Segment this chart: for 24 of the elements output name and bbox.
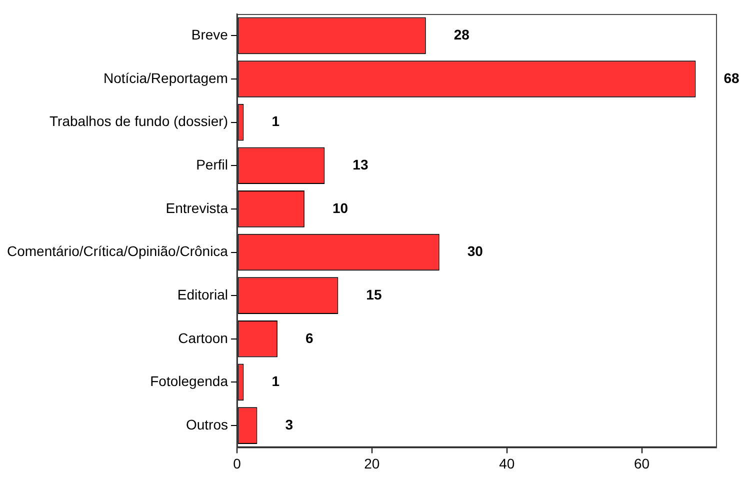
y-tick-label: Fotolegenda: [150, 373, 228, 390]
x-tick-label: 60: [634, 455, 650, 472]
x-tick-label: 0: [233, 455, 242, 472]
y-tick-label: Outros: [186, 416, 228, 432]
data-label: 3: [285, 416, 294, 432]
y-tick-label: Notícia/Reportagem: [103, 70, 228, 86]
x-tick-label: 40: [499, 455, 515, 472]
y-tick-label: Cartoon: [178, 330, 228, 346]
data-label: 28: [454, 26, 470, 43]
y-tick-label: Breve: [191, 26, 228, 43]
data-label: 1: [272, 373, 280, 390]
data-label: 10: [332, 200, 348, 216]
y-tick-label: Comentário/Crítica/Opinião/Crônica: [6, 243, 228, 260]
data-label: 15: [366, 286, 382, 302]
data-label: 1: [272, 113, 280, 130]
y-tick-label: Trabalhos de fundo (dossier): [50, 113, 228, 130]
data-label: 68: [724, 70, 740, 86]
y-tick-label: Perfil: [196, 156, 228, 172]
y-tick-label: Entrevista: [166, 200, 228, 216]
data-label: 13: [352, 156, 368, 172]
y-tick-label: Editorial: [177, 286, 228, 302]
x-tick-label: 20: [364, 455, 380, 472]
data-label: 30: [467, 243, 484, 260]
data-label: 6: [305, 330, 314, 346]
